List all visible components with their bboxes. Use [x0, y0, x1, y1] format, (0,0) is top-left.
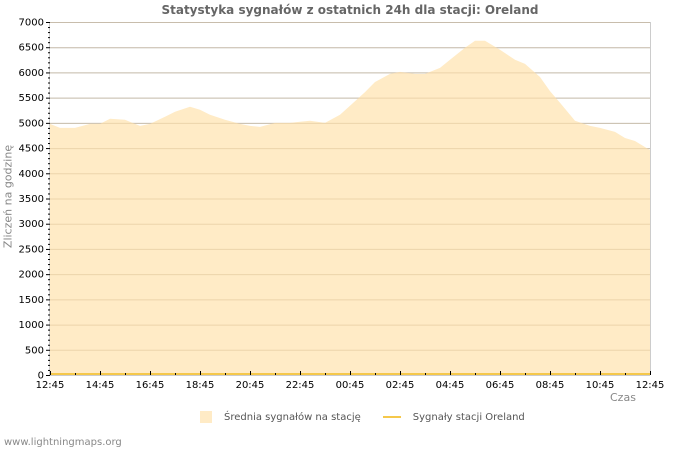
svg-text:2000: 2000	[19, 270, 44, 281]
grid-lines-overlay	[50, 22, 650, 351]
svg-text:14:45: 14:45	[86, 380, 115, 391]
legend-area-swatch	[200, 411, 212, 423]
svg-text:4500: 4500	[19, 144, 44, 155]
svg-text:18:45: 18:45	[186, 380, 215, 391]
svg-text:12:45: 12:45	[636, 380, 665, 391]
svg-text:12:45: 12:45	[36, 380, 65, 391]
svg-text:6000: 6000	[19, 68, 44, 79]
svg-text:500: 500	[25, 345, 44, 356]
svg-text:4000: 4000	[19, 169, 44, 180]
svg-text:7000: 7000	[19, 18, 44, 29]
average-signals-area	[50, 40, 650, 375]
svg-text:00:45: 00:45	[336, 380, 365, 391]
svg-text:5500: 5500	[19, 93, 44, 104]
svg-text:02:45: 02:45	[386, 380, 415, 391]
svg-text:1500: 1500	[19, 295, 44, 306]
svg-text:2500: 2500	[19, 244, 44, 255]
x-axis-ticks: 12:45 14:45 16:45 18:45 20:45 22:45 00:45 02:45…	[36, 371, 665, 391]
svg-text:08:45: 08:45	[536, 380, 565, 391]
svg-text:0: 0	[38, 371, 44, 382]
chart-title: Statystyka sygnałów z ostatnich 24h dla …	[161, 3, 539, 17]
svg-text:1000: 1000	[19, 320, 44, 331]
legend-item-average: Średnia sygnałów na stację	[224, 411, 361, 423]
svg-text:3500: 3500	[19, 194, 44, 205]
legend: Średnia sygnałów na stację Sygnały stacj…	[200, 411, 525, 423]
svg-text:04:45: 04:45	[436, 380, 465, 391]
legend-item-station: Sygnały stacji Oreland	[412, 411, 525, 423]
watermark: www.lightningmaps.org	[4, 437, 122, 448]
svg-text:6500: 6500	[19, 43, 44, 54]
svg-text:10:45: 10:45	[586, 380, 615, 391]
svg-text:3000: 3000	[19, 219, 44, 230]
y-axis-label: Zliczeń na godzinę	[1, 144, 15, 249]
svg-text:20:45: 20:45	[236, 380, 265, 391]
x-axis-label: Czas	[610, 391, 636, 404]
svg-text:5000: 5000	[19, 118, 44, 129]
svg-text:16:45: 16:45	[136, 380, 165, 391]
y-axis-ticks: 0 500 1000 1500 2000 2500 3000 3500 4000 4500 5000…	[19, 18, 50, 382]
svg-text:06:45: 06:45	[486, 380, 515, 391]
legend-line-swatch	[382, 416, 401, 418]
svg-text:22:45: 22:45	[286, 380, 315, 391]
